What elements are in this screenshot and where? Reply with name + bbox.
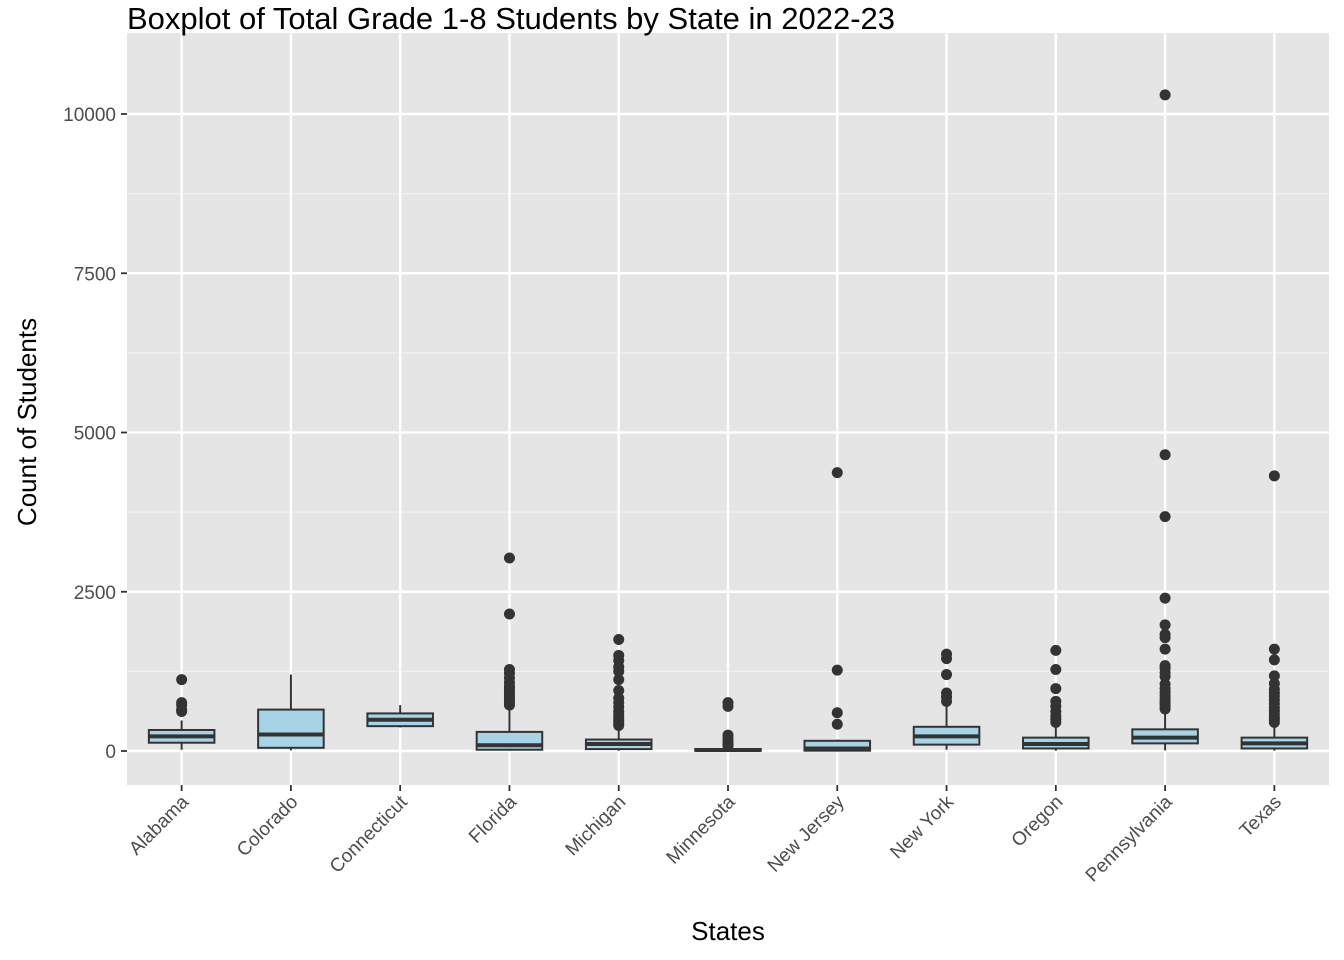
outlier-point <box>503 552 515 564</box>
outlier-point <box>176 674 188 686</box>
y-tick-label: 0 <box>105 742 116 763</box>
outlier-point <box>1268 654 1280 666</box>
box-oregon <box>1022 644 1090 751</box>
iqr-box <box>803 739 872 752</box>
outlier-point <box>722 697 734 709</box>
box-connecticut <box>366 705 434 728</box>
x-tick-label: Connecticut <box>326 791 412 877</box>
box-michigan <box>584 634 653 751</box>
x-axis-ticks: Alabama Colorado Connecticut Florida Michiga… <box>125 785 1286 886</box>
x-axis-title: States <box>691 916 765 946</box>
outlier-point <box>1159 511 1171 523</box>
y-tick-label: 10000 <box>63 105 116 126</box>
outlier-point <box>1159 643 1171 655</box>
y-tick-label: 5000 <box>74 424 116 445</box>
outlier-point <box>831 707 843 719</box>
outlier-point <box>503 608 515 620</box>
iqr-box <box>257 708 325 749</box>
x-tick-label: Minnesota <box>663 791 740 868</box>
outlier-point <box>1050 663 1062 675</box>
outlier-point <box>1159 619 1171 631</box>
box-pennsylvania <box>1131 89 1199 751</box>
box-alabama <box>147 674 216 750</box>
box-new-jersey <box>803 467 872 752</box>
box-new-york <box>912 648 981 750</box>
x-tick-label: New Jersey <box>764 791 849 876</box>
outlier-point <box>831 467 843 479</box>
outlier-point <box>503 663 515 675</box>
outlier-point <box>1159 89 1171 101</box>
x-tick-label: Alabama <box>125 791 193 859</box>
outlier-point <box>1268 470 1280 482</box>
outlier-point <box>941 687 953 699</box>
outlier-point <box>1268 670 1280 682</box>
outlier-point <box>941 669 953 681</box>
x-tick-label: Texas <box>1236 792 1286 842</box>
outlier-point <box>722 729 734 741</box>
outlier-point <box>1050 644 1062 656</box>
outlier-point <box>831 664 843 676</box>
outlier-point <box>1050 695 1062 707</box>
outlier-point <box>1268 677 1280 689</box>
y-axis-title: Count of Students <box>12 318 42 526</box>
outlier-point <box>613 649 625 661</box>
outlier-point <box>941 648 953 660</box>
outlier-point <box>1159 449 1171 461</box>
y-axis-ticks: 0 2500 5000 7500 10000 <box>63 105 127 763</box>
x-tick-label: Oregon <box>1008 792 1068 852</box>
outlier-point <box>613 684 625 696</box>
outlier-point <box>1159 628 1171 640</box>
box-minnesota <box>694 697 762 753</box>
y-tick-label: 2500 <box>74 583 116 604</box>
outlier-point <box>1050 683 1062 695</box>
outlier-point <box>1268 643 1280 655</box>
box-florida <box>475 552 544 751</box>
y-tick-label: 7500 <box>74 264 116 285</box>
x-tick-label: Florida <box>465 791 521 847</box>
outlier-point <box>613 634 625 646</box>
chart-title: Boxplot of Total Grade 1-8 Students by S… <box>127 1 895 36</box>
x-tick-label: Michigan <box>562 792 631 861</box>
box-series <box>147 89 1309 753</box>
x-tick-label: Colorado <box>233 792 302 861</box>
x-tick-label: Pennsylvania <box>1082 791 1177 886</box>
outlier-point <box>176 697 188 709</box>
outlier-point <box>613 692 625 704</box>
box-texas <box>1240 470 1309 751</box>
outlier-point <box>1159 660 1171 672</box>
outlier-point <box>1159 678 1171 690</box>
x-tick-label: New York <box>886 791 958 863</box>
outlier-point <box>831 718 843 730</box>
outlier-point <box>613 674 625 686</box>
box-colorado <box>257 674 325 751</box>
outlier-point <box>1159 592 1171 604</box>
